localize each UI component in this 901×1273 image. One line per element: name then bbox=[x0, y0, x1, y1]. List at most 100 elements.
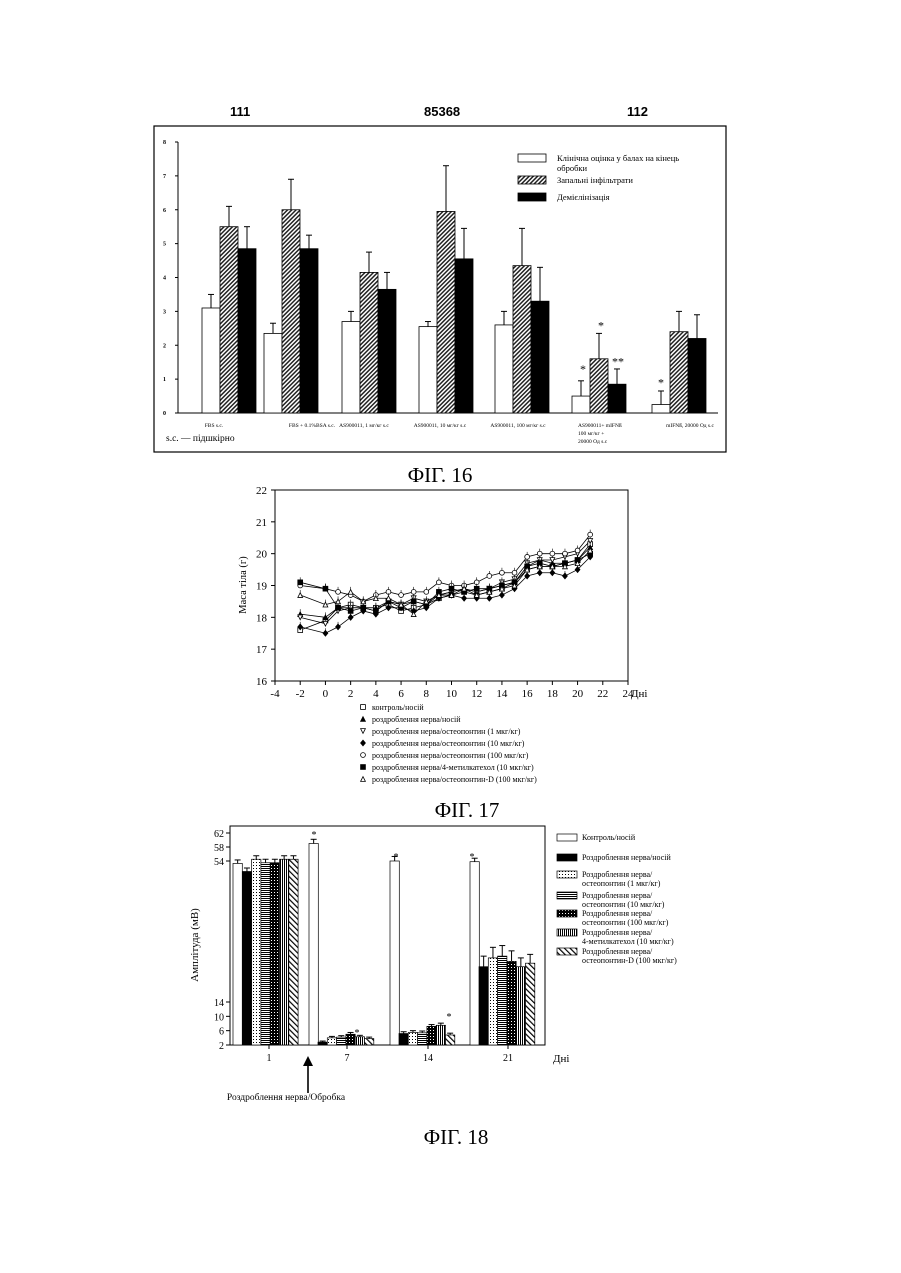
fig18-bar bbox=[516, 967, 525, 1045]
fig17-point bbox=[298, 615, 303, 620]
fig17-legend-label: роздроблення нерва/остеопонтин-D (100 мк… bbox=[372, 775, 537, 784]
fig17-point bbox=[550, 551, 555, 556]
fig16-footnote: s.c. — підшкірно bbox=[166, 434, 235, 444]
fig17-point bbox=[563, 573, 568, 579]
fig18-legend-label: Роздроблення нерва/остеопонтин (1 мкг/кг… bbox=[582, 870, 661, 888]
fig18-bar bbox=[337, 1037, 346, 1045]
fig17-legend-marker bbox=[361, 753, 366, 758]
fig16-bar bbox=[360, 272, 378, 413]
fig16-significance-star: * bbox=[598, 319, 604, 333]
fig17-point bbox=[512, 570, 517, 575]
fig18-significance-star: * bbox=[447, 1012, 452, 1023]
fig18-bar bbox=[436, 1025, 445, 1045]
fig18-significance-star: * bbox=[355, 1028, 360, 1039]
fig16-y-tick-label: 4 bbox=[163, 276, 166, 282]
fig18-bar bbox=[390, 861, 399, 1045]
fig17-point bbox=[348, 589, 353, 594]
fig17-x-tick-label: 16 bbox=[522, 688, 534, 700]
fig18-legend-label: Роздроблення нерва/носій bbox=[582, 853, 672, 862]
fig17-series-line bbox=[300, 547, 590, 617]
fig17-x-tick-label: 6 bbox=[398, 688, 404, 700]
fig18-legend-label: Роздроблення нерва/остеопонтин (100 мкг/… bbox=[582, 909, 669, 927]
fig16-bar bbox=[590, 359, 608, 413]
fig18-bar bbox=[242, 872, 251, 1046]
fig16-legend-label: Демієлінізація bbox=[557, 192, 610, 202]
fig17-point bbox=[323, 602, 328, 607]
fig17-point bbox=[500, 570, 505, 575]
fig18-legend-swatch bbox=[557, 834, 577, 841]
fig17-series-line bbox=[300, 554, 590, 611]
fig18-bar bbox=[488, 958, 497, 1045]
fig18-y-axis-label: Амплітуда (мВ) bbox=[189, 908, 201, 982]
fig17-point bbox=[563, 551, 568, 556]
fig17-x-tick-label: 8 bbox=[424, 688, 430, 700]
fig18-legend-swatch bbox=[557, 929, 577, 936]
fig18-category-label: 7 bbox=[345, 1053, 350, 1064]
fig17-point bbox=[411, 589, 416, 594]
fig16-bar bbox=[220, 227, 238, 413]
fig17-x-tick-label: 14 bbox=[496, 688, 508, 700]
fig17-legend-marker bbox=[361, 777, 366, 782]
fig17-legend-marker bbox=[361, 729, 366, 734]
fig17-point bbox=[336, 589, 341, 594]
fig16-bar bbox=[202, 308, 220, 413]
fig17-point bbox=[411, 599, 416, 604]
fig18-significance-star: * bbox=[394, 852, 399, 863]
fig16-bar bbox=[531, 301, 549, 413]
fig17-y-tick-label: 18 bbox=[256, 612, 268, 624]
fig16-category-label: AS900011, 1 мг/кг s.c bbox=[339, 423, 389, 429]
fig17-x-tick-label: 4 bbox=[373, 688, 379, 700]
fig18-significance-star: * bbox=[312, 830, 317, 841]
fig18-legend-label: Роздроблення нерва/остеопонтин-D (100 мк… bbox=[582, 947, 677, 965]
fig17-point bbox=[487, 595, 492, 601]
fig16-bar bbox=[455, 259, 473, 413]
fig16-legend-swatch bbox=[518, 193, 546, 201]
fig17-legend-marker bbox=[361, 705, 366, 710]
fig17-x-tick-label: 20 bbox=[572, 688, 584, 700]
fig16-bar bbox=[300, 249, 318, 413]
fig18-y-tick-label: 62 bbox=[214, 829, 224, 840]
fig17-legend-label: роздроблення нерва/остеопонтин (10 мкг/к… bbox=[372, 739, 525, 748]
fig18-legend-label: Роздроблення нерва/4-метилкатехол (10 мк… bbox=[582, 928, 674, 946]
fig16-category-label: AS900011, 10 мг/кг s.c bbox=[414, 423, 467, 429]
fig18-category-label: 14 bbox=[423, 1053, 433, 1064]
fig16-bar bbox=[342, 322, 360, 413]
fig17-point bbox=[323, 621, 328, 626]
fig17-point bbox=[323, 586, 328, 591]
fig18-bar bbox=[507, 961, 516, 1045]
fig17-x-tick-label: 0 bbox=[323, 688, 329, 700]
fig16-bar bbox=[378, 289, 396, 413]
fig17-x-tick-label: 10 bbox=[446, 688, 458, 700]
fig18-y-tick-label: 58 bbox=[214, 843, 224, 854]
fig18-bar bbox=[399, 1034, 408, 1045]
fig16-y-tick-label: 0 bbox=[163, 411, 166, 417]
fig16-category-label: mIFNß, 20000 Од s.c bbox=[666, 422, 714, 429]
fig18-bar bbox=[408, 1032, 417, 1045]
fig16-y-tick-label: 8 bbox=[163, 140, 166, 146]
fig18-bar bbox=[446, 1035, 455, 1045]
fig17-legend-label: роздроблення нерва/остеопонтин (1 мкг/кг… bbox=[372, 727, 521, 736]
fig17-point bbox=[298, 593, 303, 598]
fig17-y-tick-label: 21 bbox=[256, 517, 267, 529]
fig17-y-tick-label: 16 bbox=[256, 676, 268, 688]
fig16-bar bbox=[572, 396, 590, 413]
fig16-category-label: AS900011+ mIFNß100 мг/кг +20000 Од s.c bbox=[578, 422, 622, 445]
fig16-y-tick-label: 1 bbox=[163, 377, 166, 383]
fig17-point bbox=[298, 580, 303, 585]
fig18-label: ФІГ. 18 bbox=[356, 1125, 556, 1150]
fig16-y-tick-label: 2 bbox=[163, 343, 166, 349]
fig17-x-axis-label: Дні bbox=[631, 688, 647, 700]
fig17-x-tick-label: 2 bbox=[348, 688, 354, 700]
fig17-y-tick-label: 20 bbox=[256, 549, 268, 561]
fig17-point bbox=[323, 630, 328, 636]
fig18-arrow-label: Роздроблення нерва/Обробка bbox=[227, 1092, 346, 1103]
fig18-category-label: 21 bbox=[503, 1053, 513, 1064]
fig17-legend-marker bbox=[361, 740, 366, 746]
fig18-bar bbox=[526, 963, 535, 1045]
fig18-legend-label: Роздроблення нерва/остеопонтин (10 мкг/к… bbox=[582, 891, 665, 909]
fig17-series-line bbox=[300, 544, 590, 630]
fig17-point bbox=[336, 605, 341, 610]
fig16-legend-label: Клінічна оцінка у балах на кінецьобробки bbox=[557, 153, 679, 173]
fig17-point bbox=[424, 589, 429, 594]
fig16-bar bbox=[688, 338, 706, 413]
